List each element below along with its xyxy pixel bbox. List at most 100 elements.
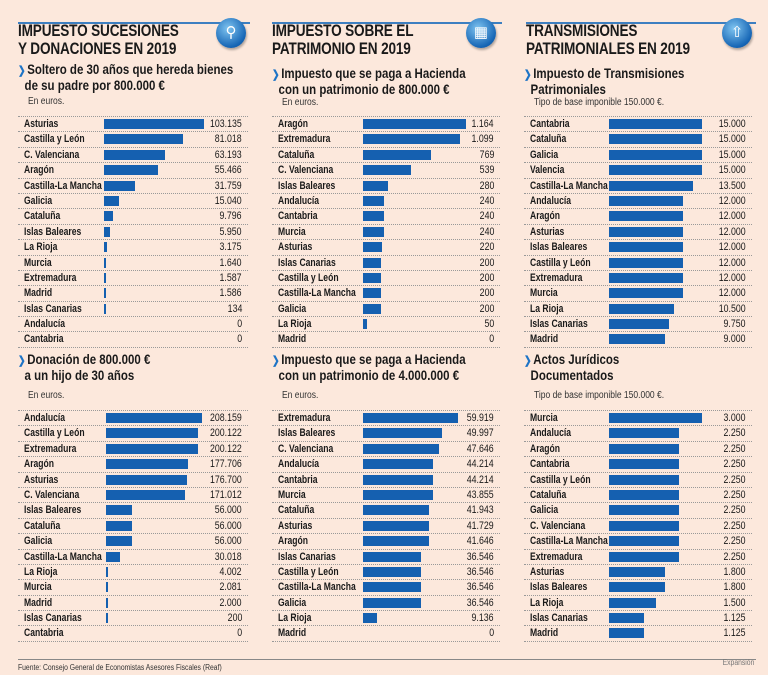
bar [609,613,644,624]
bar [363,303,381,314]
category-label: Castilla y León [278,271,339,284]
category-label: Islas Canarias [278,550,336,563]
chart-row: Andalucía 12.000 [524,194,752,210]
value-label: 0 [237,333,242,346]
bar [363,520,430,531]
value-label: 769 [479,148,494,161]
value-label: 1.800 [723,565,746,578]
chart-row: Aragón 55.466 [18,163,248,179]
bar [363,413,458,423]
category-label: Murcia [530,412,558,424]
category-label: La Rioja [278,612,312,625]
chart-row: Valencia 15.000 [524,163,752,179]
chart-row: Andalucía 2.250 [524,426,752,442]
bar [363,149,432,160]
chart-row: Asturias 220 [272,240,500,256]
bar [609,211,684,222]
category-label: Aragón [278,535,309,548]
bar [106,428,199,439]
brand-credit: Expansión [722,658,754,667]
chart-title-line2: con un patrimonio de 4.000.000 € [278,367,460,383]
value-label: 200 [479,302,494,315]
bar [363,180,388,191]
chart-title: ❯ Donación de 800.000 € a un hijo de 30 añ… [18,352,150,382]
category-label: Castilla y León [24,427,85,440]
category-label: Cataluña [278,148,315,161]
chart-row: Castilla y León 12.000 [524,256,752,271]
chart-note: En euros. [28,96,65,107]
bar [609,134,702,145]
chart-row: Galicia 56.000 [18,534,248,550]
chart-row: Cantabria 240 [272,209,500,225]
bar [363,288,381,299]
bar [609,597,656,608]
bar [104,195,119,206]
chart-row: Cataluña 56.000 [18,519,248,535]
section-rule [526,22,756,24]
chart-row: Islas Baleares 56.000 [18,503,248,519]
value-label: 56.000 [215,519,242,532]
value-label: 9.796 [219,210,242,223]
bar [609,536,679,547]
bar [609,226,684,237]
category-label: Castilla-La Mancha [530,535,608,548]
chart-row: Islas Canarias 9.750 [524,317,752,333]
value-label: 63.193 [215,148,242,161]
chart-title-line2: de su padre por 800.000 € [24,77,165,93]
value-label: 2.250 [723,458,746,471]
bar [106,551,120,562]
value-label: 36.546 [467,550,494,563]
chart-row: Andalucía 44.214 [272,457,500,473]
chart-row: Islas Canarias 36.546 [272,550,500,565]
bar [609,551,679,562]
category-label: Asturias [530,565,565,578]
bar [609,628,644,639]
category-label: Cantabria [530,458,570,471]
value-label: 2.250 [723,427,746,440]
bar [609,520,679,531]
value-label: 12.000 [719,271,746,284]
chart-row: Extremadura 1.587 [18,271,248,287]
category-label: Murcia [278,225,306,238]
category-label: Aragón [530,210,561,223]
category-label: Islas Baleares [278,179,336,192]
bar [106,489,185,500]
chart-row: Extremadura 12.000 [524,271,752,287]
category-label: Madrid [24,287,53,300]
house-arrow-icon: ⇧ [722,18,752,48]
bar [363,489,433,500]
chart-row: Madrid 2.000 [18,596,248,612]
category-label: Islas Baleares [24,225,82,238]
chart-note: Tipo de base imponible 150.000 €. [534,390,665,401]
bar [363,597,421,608]
chart-row: Islas Baleares 1.800 [524,580,752,596]
category-label: Extremadura [278,133,331,146]
category-label: Extremadura [530,550,583,563]
category-label: Cantabria [24,333,64,346]
value-label: 3.175 [219,241,242,254]
bar [363,613,378,624]
category-label: Aragón [24,458,55,471]
category-label: Extremadura [24,442,77,455]
value-label: 12.000 [719,256,746,269]
category-label: Castilla y León [24,133,85,146]
value-label: 55.466 [215,164,242,177]
chart-row: Murcia 2.081 [18,580,248,596]
value-label: 177.706 [210,458,242,471]
value-label: 134 [227,302,242,315]
section-title-transmisiones: TRANSMISIONES PATRIMONIALES EN 2019 [526,21,690,58]
chart-row: Madrid 0 [272,332,500,348]
category-label: Andalucía [530,427,572,440]
category-label: Asturias [278,241,313,254]
chart-row: Cantabria 0 [18,626,248,642]
chart-row: Islas Baleares 49.997 [272,426,500,442]
section-title-patrimonio: IMPUESTO SOBRE EL PATRIMONIO EN 2019 [272,21,414,58]
bar [609,566,665,577]
category-label: Valencia [530,164,565,177]
category-label: Islas Canarias [24,302,82,315]
bar [609,195,684,206]
category-label: Andalucía [278,458,320,471]
chart-row: Madrid 1.586 [18,286,248,302]
bar [609,272,684,283]
bar [609,180,693,191]
